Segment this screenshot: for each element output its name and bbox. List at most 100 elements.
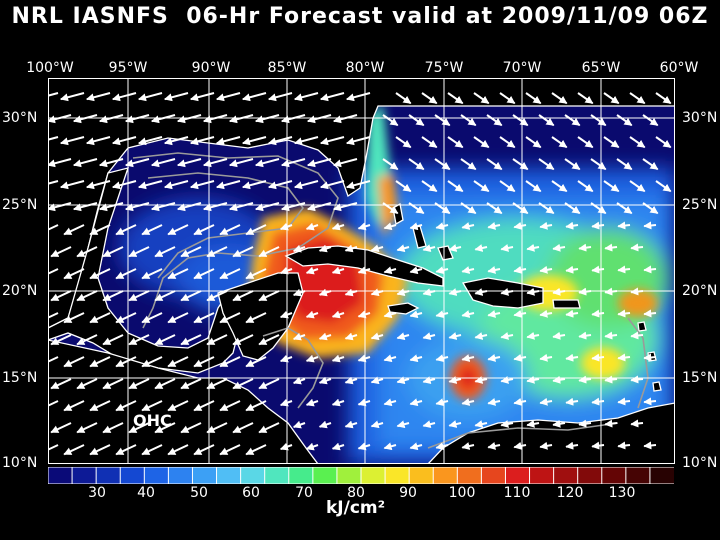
wind-arrow — [112, 136, 137, 146]
wind-arrow — [164, 92, 189, 102]
wind-arrow — [305, 442, 319, 451]
wind-arrow — [409, 222, 423, 231]
wind-arrow — [50, 290, 72, 302]
wind-arrow — [193, 356, 215, 368]
wind-arrow — [154, 246, 176, 258]
lon-label: 70°W — [502, 60, 542, 76]
wind-arrow — [577, 136, 594, 149]
wind-arrow — [89, 268, 111, 280]
wind-arrow — [154, 290, 176, 302]
wind-arrow — [591, 441, 605, 450]
wind-arrow — [460, 114, 477, 127]
colorbar-swatch — [625, 467, 651, 484]
wind-arrow — [344, 332, 358, 341]
wind-arrow — [578, 419, 592, 428]
colorbar-swatch — [216, 467, 242, 484]
wind-arrow — [206, 378, 228, 390]
wind-arrow — [655, 136, 672, 149]
colorbar-swatch — [408, 467, 435, 484]
wind-arrow — [76, 290, 98, 302]
wind-arrow — [141, 312, 163, 324]
wind-arrow — [422, 288, 436, 297]
wind-arrow — [268, 136, 293, 146]
wind-arrow — [219, 224, 241, 236]
wind-arrow — [590, 202, 607, 215]
wind-arrow — [396, 244, 410, 253]
colorbar-tick-label: 130 — [608, 485, 636, 501]
wind-arrow — [73, 114, 98, 124]
wind-arrow — [292, 332, 306, 341]
wind-arrow — [616, 114, 633, 127]
wind-arrow — [448, 288, 462, 296]
wind-arrow — [590, 114, 607, 127]
wind-arrow — [435, 442, 449, 451]
colorbar-tick-label: 110 — [503, 485, 531, 501]
wind-arrow — [193, 400, 215, 412]
wind-arrow — [177, 114, 202, 124]
field-label: OHC — [133, 411, 172, 430]
wind-arrow — [435, 222, 449, 231]
wind-arrow — [190, 180, 215, 190]
wind-arrow — [604, 375, 618, 384]
wind-arrow — [115, 444, 137, 456]
wind-arrow — [422, 332, 436, 341]
colorbar-swatch — [312, 467, 338, 484]
wind-arrow — [76, 422, 98, 434]
wind-arrow — [565, 441, 579, 450]
colorbar-tick-label: 120 — [556, 485, 584, 501]
wind-arrow — [63, 312, 85, 324]
lat-label-left: 10°N — [2, 455, 38, 471]
wind-arrow — [344, 288, 358, 297]
lon-label: 95°W — [108, 60, 148, 76]
wind-arrow — [219, 312, 241, 324]
wind-arrow — [112, 180, 137, 190]
lat-label-right: 10°N — [682, 455, 718, 471]
wind-arrow — [245, 444, 267, 456]
lat-label-left: 25°N — [2, 197, 38, 213]
wind-arrow — [357, 222, 371, 231]
wind-arrow — [180, 290, 202, 302]
wind-arrow — [232, 246, 254, 258]
colorbar-swatch — [480, 467, 507, 484]
wind-arrow — [357, 398, 371, 407]
wind-arrow — [629, 180, 646, 193]
wind-arrow — [461, 354, 475, 362]
wind-arrow — [89, 400, 111, 412]
wind-arrow — [281, 114, 306, 124]
wind-arrow — [102, 422, 124, 434]
wind-arrow — [409, 354, 423, 363]
wind-arrow — [177, 202, 202, 212]
wind-arrow — [448, 376, 462, 384]
colorbar-tick-label: 100 — [448, 485, 476, 501]
wind-arrow — [190, 92, 215, 102]
wind-arrow — [499, 136, 516, 149]
wind-arrow — [370, 288, 384, 297]
wind-arrow — [629, 136, 646, 149]
wind-arrow — [279, 354, 293, 363]
wind-arrow — [565, 397, 579, 406]
wind-arrow — [578, 331, 592, 340]
wind-arrow — [141, 224, 163, 236]
wind-arrow — [383, 222, 397, 231]
wind-arrow — [551, 180, 568, 193]
lon-label: 60°W — [659, 60, 699, 76]
wind-arrow — [232, 334, 254, 346]
wind-arrow — [487, 442, 501, 450]
wind-arrow — [216, 92, 241, 102]
wind-arrow — [48, 92, 59, 97]
wind-arrow — [255, 158, 280, 168]
wind-arrow — [344, 244, 358, 253]
wind-arrow — [435, 398, 449, 407]
wind-arrow — [461, 310, 475, 318]
wind-arrow — [525, 136, 542, 149]
wind-arrow — [125, 202, 150, 212]
wind-arrow — [604, 287, 618, 296]
wind-arrow — [578, 375, 592, 384]
wind-arrow — [320, 180, 345, 190]
wind-arrow — [448, 420, 462, 428]
wind-arrow — [115, 224, 137, 236]
wind-arrow — [603, 92, 620, 105]
wind-arrow — [318, 420, 332, 429]
wind-arrow — [539, 397, 553, 406]
wind-arrow — [421, 136, 438, 149]
